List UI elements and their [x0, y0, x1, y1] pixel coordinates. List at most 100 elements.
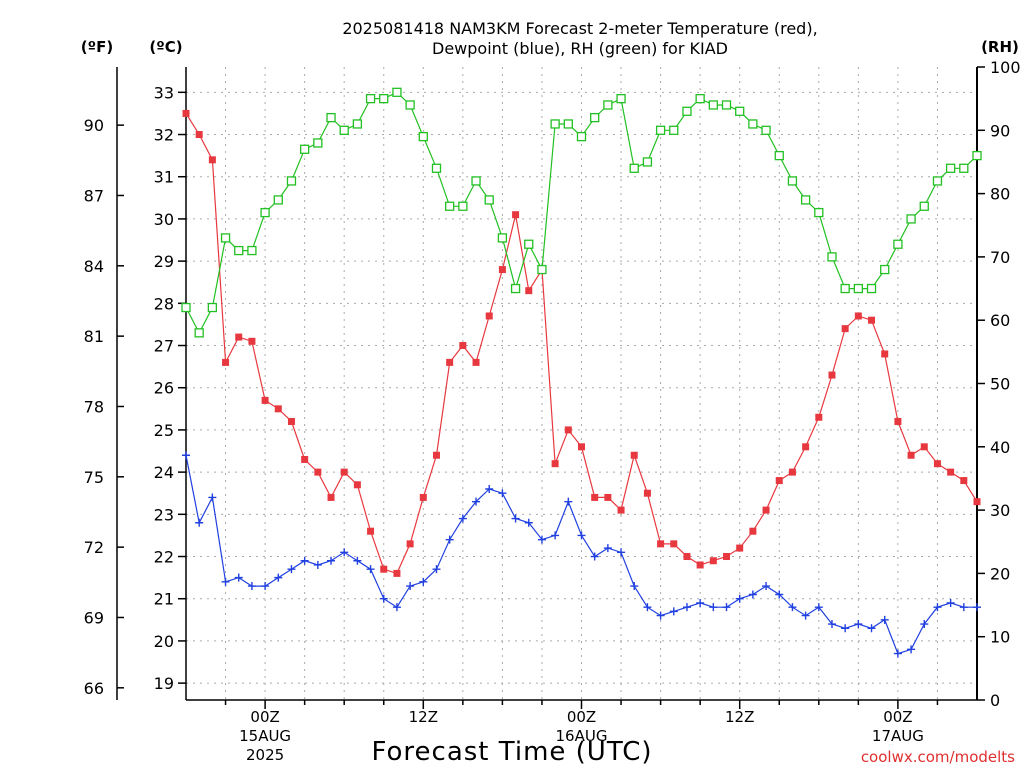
dewpoint-point	[327, 556, 336, 565]
temperature-point	[775, 477, 783, 485]
dewpoint-point	[353, 556, 362, 565]
dewpoint-point	[854, 620, 863, 629]
temperature-point	[828, 371, 836, 379]
dewpoint-point	[696, 598, 705, 607]
rh-point	[497, 233, 508, 243]
temperature-point	[802, 443, 810, 451]
dewpoint-point	[827, 620, 836, 629]
dewpoint-point	[709, 603, 718, 612]
rh-tick-label: 50	[990, 375, 1010, 394]
rh-point	[484, 195, 494, 205]
rh-point	[326, 112, 336, 123]
celsius-tick-label: 32	[154, 126, 174, 145]
chart-title-line2: Dewpoint (blue), RH (green) for KIAD	[432, 39, 728, 58]
temperature-point	[736, 544, 744, 552]
rh-point	[945, 163, 956, 173]
dewpoint-point	[472, 497, 481, 506]
x-tick-label: 12Z	[409, 708, 438, 726]
rh-point	[603, 100, 613, 110]
dewpoint-point	[247, 582, 256, 591]
dewpoint-point	[208, 493, 217, 502]
celsius-unit-label: (ºC)	[149, 38, 182, 56]
rh-point	[814, 207, 824, 218]
dewpoint-point	[669, 607, 678, 616]
temperature-point	[314, 468, 322, 476]
rh-point	[682, 106, 692, 116]
temperature-point	[419, 493, 427, 501]
temperature-point	[657, 540, 665, 548]
rh-point	[655, 125, 666, 135]
rh-unit-label: (RH)	[981, 38, 1019, 56]
rh-point	[313, 138, 323, 148]
celsius-tick-label: 31	[154, 168, 174, 187]
temperature-point	[367, 527, 375, 535]
dewpoint-point	[458, 514, 467, 523]
series-layer	[181, 87, 982, 658]
rh-point	[959, 163, 969, 173]
temperature-point	[683, 553, 691, 561]
celsius-tick-label: 33	[154, 83, 174, 102]
temperature-point	[498, 266, 506, 274]
fahrenheit-tick-label: 81	[84, 327, 104, 346]
dewpoint-point	[893, 649, 902, 658]
dewpoint-point	[841, 624, 850, 633]
dewpoint-point	[485, 485, 494, 493]
rh-point	[748, 119, 758, 129]
celsius-tick-label: 29	[154, 252, 174, 271]
dewpoint-point	[511, 514, 520, 523]
rh-point	[761, 125, 771, 135]
temperature-point	[617, 506, 625, 514]
celsius-tick-label: 22	[154, 548, 174, 567]
temperature-point	[564, 426, 572, 434]
x-tick-label: 00Z	[250, 708, 279, 726]
temperature-point	[788, 468, 796, 476]
rh-point	[906, 214, 916, 224]
dewpoint-point	[366, 565, 375, 574]
dewpoint-point	[590, 552, 599, 561]
rh-point	[827, 252, 837, 262]
rh-point	[524, 239, 534, 249]
rh-point	[234, 245, 244, 256]
temperature-point	[393, 569, 401, 577]
temperature-point	[894, 417, 902, 425]
dewpoint-point	[933, 603, 942, 612]
rh-point	[893, 239, 903, 249]
rh-point	[194, 328, 204, 338]
temperature-line	[185, 113, 978, 575]
temperature-point	[485, 312, 493, 320]
dewpoint-point	[379, 594, 388, 603]
fahrenheit-tick-label: 72	[84, 538, 104, 557]
dewpoint-point	[880, 615, 889, 624]
temperature-point	[723, 553, 731, 561]
dewpoint-point	[182, 451, 190, 460]
rh-point	[537, 264, 547, 275]
rh-tick-label: 70	[990, 248, 1010, 267]
rh-point	[774, 150, 784, 161]
celsius-tick-label: 28	[154, 294, 174, 313]
rh-tick-label: 40	[990, 438, 1010, 457]
celsius-tick-label: 30	[154, 210, 174, 229]
dewpoint-point	[682, 603, 691, 612]
temperature-point	[301, 455, 309, 463]
celsius-tick-label: 26	[154, 379, 174, 398]
rh-point	[629, 163, 639, 173]
rh-point	[853, 283, 863, 294]
rh-point	[550, 119, 560, 129]
rh-point	[445, 201, 455, 211]
temperature-point	[815, 413, 823, 421]
dewpoint-point	[221, 577, 230, 586]
dewpoint-point	[814, 603, 823, 612]
rh-point	[510, 283, 521, 294]
dewpoint-point	[617, 548, 626, 557]
celsius-tick-label: 20	[154, 632, 174, 651]
rh-point	[708, 100, 718, 110]
dewpoint-point	[445, 535, 454, 544]
rh-tick-label: 30	[990, 501, 1010, 520]
x-tick-label: 00Z	[567, 708, 596, 726]
temperature-point	[578, 443, 585, 451]
dewpoint-point	[775, 590, 784, 599]
temperature-point	[222, 358, 230, 366]
x-tick-label: 00Z	[883, 708, 912, 726]
rh-point	[181, 302, 191, 313]
